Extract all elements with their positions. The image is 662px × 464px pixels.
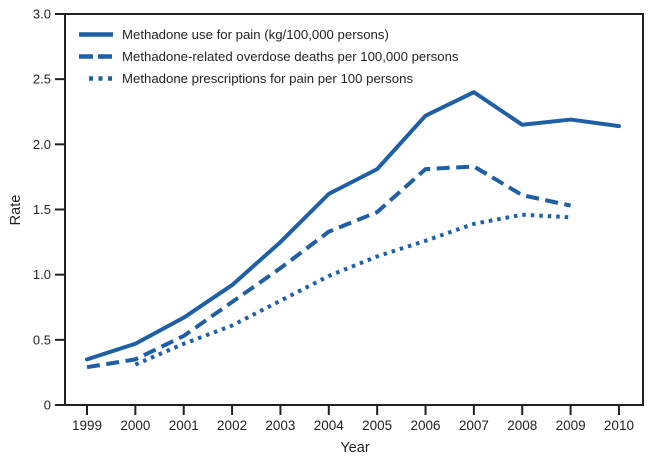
x-tick-label: 2001 — [169, 418, 199, 433]
x-tick-label: 2007 — [459, 418, 489, 433]
solid-line-sample-icon — [79, 31, 113, 37]
x-tick-label: 2009 — [556, 418, 586, 433]
legend-label: Methadone use for pain (kg/100,000 perso… — [122, 26, 389, 42]
x-tick-label: 2000 — [120, 418, 150, 433]
y-tick-label: 1.0 — [33, 267, 51, 282]
dashed-line-sample-icon — [79, 54, 113, 59]
x-tick-label: 2003 — [265, 418, 295, 433]
y-axis-title: Rate — [8, 194, 24, 226]
x-tick-label: 1999 — [72, 418, 102, 433]
x-tick-label: 2010 — [604, 418, 634, 433]
x-tick-label: 2008 — [507, 418, 537, 433]
x-tick-label: 2004 — [314, 418, 345, 433]
x-tick-label: 2002 — [217, 418, 247, 433]
series-line-solid — [85, 90, 621, 362]
series-line-dashed — [86, 164, 572, 370]
legend: Methadone use for pain (kg/100,000 perso… — [79, 23, 459, 90]
legend-item-prescriptions: Methadone prescriptions for pain per 100… — [79, 68, 459, 90]
legend-label: Methadone-related overdose deaths per 10… — [122, 49, 459, 65]
legend-item-methadone-use: Methadone use for pain (kg/100,000 perso… — [79, 23, 459, 45]
plot-border — [64, 13, 644, 406]
y-tick-label: 0.5 — [33, 332, 51, 347]
y-tick-label: 3.0 — [33, 7, 51, 22]
y-tick-label: 2.5 — [33, 72, 51, 87]
dotted-line-sample-icon — [89, 76, 113, 82]
y-tick-label: 1.5 — [33, 202, 51, 217]
y-tick-label: 0 — [44, 398, 51, 413]
legend-item-overdose-deaths: Methadone-related overdose deaths per 10… — [79, 45, 459, 67]
series-line-dotted — [134, 212, 571, 367]
legend-label: Methadone prescriptions for pain per 100… — [122, 71, 414, 87]
y-tick-label: 2.0 — [33, 137, 51, 152]
x-axis-title: Year — [340, 440, 370, 456]
x-tick-label: 2006 — [410, 418, 440, 433]
x-tick-label: 2005 — [362, 418, 392, 433]
